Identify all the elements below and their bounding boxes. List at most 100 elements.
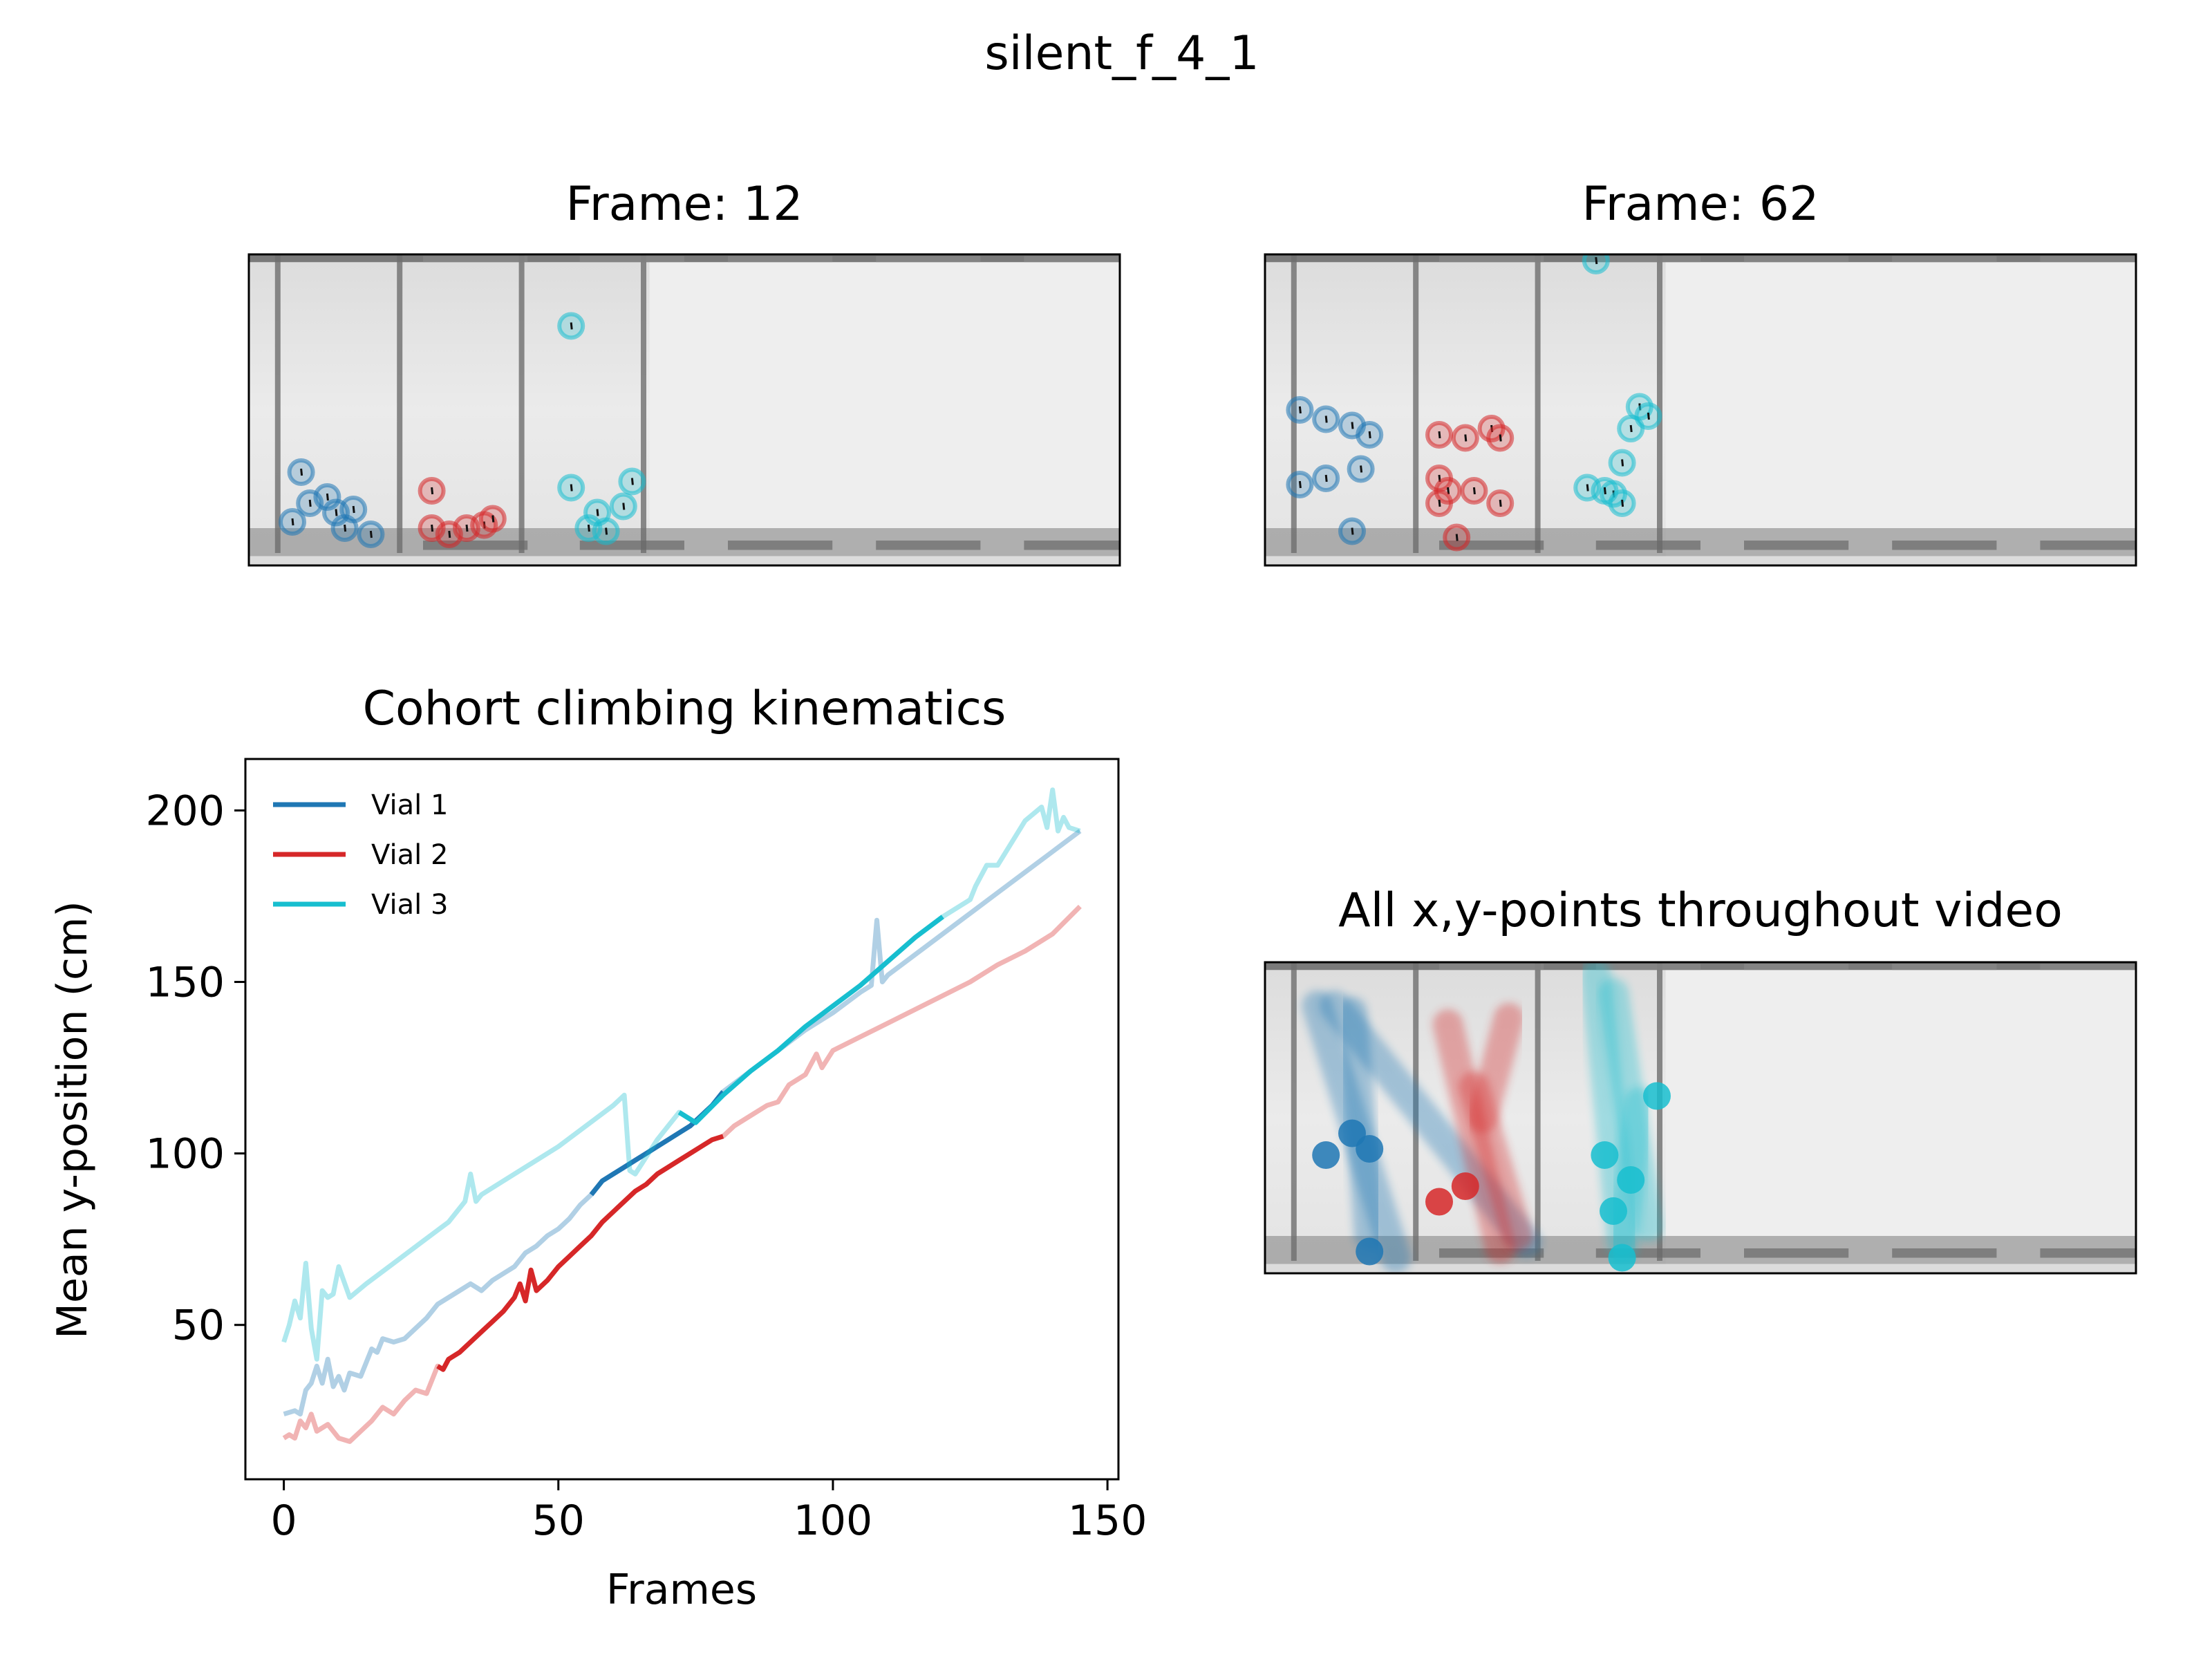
- vial-cap-icon: [1595, 256, 1700, 263]
- legend-label-1: Vial 1: [371, 789, 448, 821]
- fly-body: [587, 524, 590, 532]
- series-line-3: [677, 915, 944, 1125]
- image-frame: [247, 253, 1121, 567]
- vial-cap-icon: [1744, 256, 1849, 263]
- image-frame: [1264, 253, 2137, 567]
- fly-body: [1324, 415, 1328, 423]
- y-tick-label: 50: [172, 1302, 225, 1350]
- all-points-title: All x,y-points throughout video: [1338, 883, 2063, 938]
- vial-cap-icon: [1892, 964, 1997, 971]
- vial-cap-icon: [579, 256, 684, 263]
- vial-wall-icon: [1291, 254, 1297, 553]
- fly-position-marker: [1608, 1244, 1636, 1272]
- vial-wall-icon: [518, 254, 525, 553]
- fly-body: [1368, 431, 1371, 439]
- vial-cap-icon: [423, 256, 528, 263]
- frame-a-image: [247, 253, 1121, 567]
- vial-wall-icon: [1657, 962, 1662, 1261]
- frame-a-panel: Frame: 12: [247, 177, 1121, 567]
- kinematics-chart: Cohort climbing kinematics 0 50 100 150 50 1…: [48, 682, 1147, 1614]
- frame-a-title: Frame: 12: [566, 177, 803, 232]
- series-layer: [281, 787, 1082, 1444]
- fly-body: [335, 509, 338, 516]
- vial-wall-icon: [641, 254, 646, 553]
- fly-body: [1351, 527, 1354, 535]
- fly-body: [431, 524, 434, 532]
- x-tick-label: 150: [1068, 1497, 1147, 1545]
- vial-cap-icon: [1439, 256, 1544, 263]
- fly-body: [300, 468, 303, 476]
- vial-base-icon: [2040, 541, 2136, 550]
- fly-body: [431, 487, 434, 495]
- fly-body: [1324, 474, 1328, 482]
- x-axis-ticks: 0 50 100 150: [271, 1479, 1147, 1545]
- vial-base-icon: [728, 541, 833, 550]
- fly-position-marker: [1591, 1141, 1619, 1169]
- fly-position-marker: [1600, 1197, 1627, 1225]
- vial-wall-icon: [1535, 254, 1541, 553]
- fly-body: [570, 322, 573, 330]
- fly-body: [1586, 484, 1589, 491]
- fly-body: [1464, 434, 1468, 442]
- plot-area: [245, 759, 1118, 1479]
- fly-trail: [1468, 1003, 1524, 1133]
- legend-label-3: Vial 3: [371, 889, 448, 921]
- vial-cap-icon: [2040, 964, 2136, 971]
- fly-body: [1621, 499, 1624, 507]
- vial-base-icon: [1892, 1248, 1997, 1258]
- fly-body: [1621, 459, 1624, 467]
- tank-base: [1265, 1264, 2136, 1273]
- vial-base-icon: [1024, 541, 1120, 550]
- fly-position-marker: [1356, 1237, 1384, 1266]
- y-axis-label: Mean y-position (cm): [48, 901, 97, 1339]
- vial-base-icon: [1892, 541, 1997, 550]
- vial-base-icon: [579, 541, 684, 550]
- all-points-panel: All x,y-points throughout video: [1264, 883, 2137, 1275]
- y-tick-label: 150: [145, 959, 225, 1007]
- vial-cap-icon: [2040, 256, 2136, 263]
- vial-wall-icon: [1413, 254, 1419, 553]
- fly-body: [352, 505, 355, 514]
- y-tick-label: 200: [145, 787, 225, 835]
- vial-cap-icon: [876, 256, 981, 263]
- legend-label-2: Vial 2: [371, 839, 448, 871]
- fly-body: [1438, 499, 1441, 507]
- series-line-2: [436, 1134, 724, 1372]
- fly-position-marker: [1312, 1141, 1340, 1169]
- fly-body: [1595, 256, 1598, 265]
- fly-position-marker: [1643, 1082, 1671, 1110]
- series-line-faded-1: [283, 829, 1082, 1417]
- fly-body: [448, 530, 451, 538]
- tank-base: [249, 556, 1120, 565]
- vial-base-icon: [1744, 541, 1849, 550]
- fly-body: [291, 518, 294, 526]
- vial-cap-icon: [1595, 964, 1700, 971]
- fly-body: [1603, 487, 1606, 495]
- image-frame: [1264, 961, 2137, 1275]
- vial-wall-icon: [397, 254, 403, 553]
- fly-body: [596, 509, 599, 516]
- vial-wall-icon: [1657, 254, 1662, 553]
- x-tick-label: 50: [532, 1497, 585, 1545]
- chart-legend: Vial 1 Vial 2 Vial 3: [273, 789, 448, 921]
- vial-cap-icon: [1439, 964, 1544, 971]
- tank-base: [1265, 556, 2136, 565]
- x-axis-label: Frames: [606, 1566, 757, 1614]
- vial-base-icon: [876, 541, 981, 550]
- fly-body: [1438, 431, 1441, 439]
- vial-base-icon: [1595, 541, 1700, 550]
- series-line-faded-3: [281, 787, 1081, 1362]
- fly-position-marker: [1451, 1172, 1479, 1200]
- x-tick-label: 100: [794, 1497, 873, 1545]
- fly-body: [1360, 465, 1363, 473]
- fly-position-marker: [1425, 1188, 1453, 1216]
- vial-wall-icon: [274, 254, 281, 553]
- frame-b-panel: Frame: 62: [1264, 177, 2137, 567]
- fly-body: [605, 527, 608, 535]
- figure-suptitle: silent_f_4_1: [984, 26, 1259, 81]
- all-points-image: [1264, 961, 2137, 1275]
- y-tick-label: 100: [145, 1130, 225, 1179]
- vial-cap-icon: [1744, 964, 1849, 971]
- fly-body: [1351, 422, 1354, 429]
